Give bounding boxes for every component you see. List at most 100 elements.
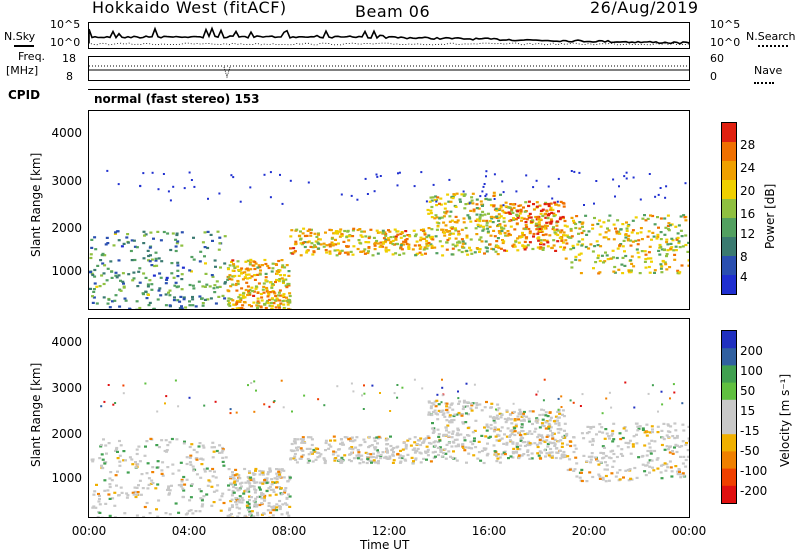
velocity-echo [431, 431, 435, 434]
velocity-echo [248, 471, 251, 474]
velocity-echo [182, 442, 186, 445]
velocity-echo [233, 483, 237, 486]
power-echo [338, 230, 342, 233]
power-echo [209, 297, 213, 300]
velocity-echo [622, 427, 626, 430]
power-echo [266, 301, 270, 305]
velocity-echo [273, 481, 277, 484]
velocity-echo [587, 431, 591, 434]
power-echo [313, 232, 317, 235]
velocity-echo [669, 425, 673, 428]
power-echo [198, 295, 202, 298]
velocity-echo [611, 449, 615, 452]
power-echo [680, 235, 684, 238]
power-echo [379, 241, 383, 244]
noise-panel [88, 22, 690, 49]
power-echo [180, 278, 184, 281]
power-echo [407, 245, 411, 249]
velocity-scatter [393, 392, 396, 395]
velocity-echo [616, 471, 619, 474]
power-echo [644, 219, 648, 222]
velocity-echo [609, 450, 613, 453]
velocity-echo [155, 508, 158, 511]
power-echo [508, 219, 512, 223]
velocity-echo [275, 480, 279, 483]
power-echo [549, 218, 553, 221]
power-echo [615, 230, 619, 233]
power-scatter [190, 179, 193, 181]
noise-right-tick-bottom: 10^0 [710, 36, 741, 49]
power-echo [191, 295, 194, 299]
velocity-echo [385, 443, 389, 446]
velocity-echo [614, 475, 618, 478]
velocity-echo [445, 443, 449, 446]
power-echo [666, 227, 670, 231]
power-echo [157, 257, 161, 260]
velocity-echo [493, 421, 497, 424]
freq-label-2: [MHz] [6, 64, 39, 77]
power-echo [650, 238, 653, 241]
velocity-echo [188, 445, 192, 449]
velocity-echo [416, 447, 420, 450]
power-echo [435, 252, 439, 255]
power-echo [148, 279, 152, 282]
power-echo [165, 276, 169, 279]
velocity-echo [536, 452, 540, 455]
power-echo [334, 230, 338, 233]
power-echo [277, 291, 281, 294]
power-echo [176, 261, 180, 264]
velocity-echo [230, 512, 233, 516]
power-echo [445, 241, 449, 244]
power-echo [310, 228, 313, 231]
power-echo [512, 218, 516, 221]
power-echo [281, 300, 285, 303]
velocity-echo [551, 432, 555, 435]
power-echo [563, 246, 567, 249]
velocity-echo [631, 445, 635, 448]
velocity-echo [688, 437, 689, 440]
power-echo [546, 241, 550, 244]
power-echo [512, 243, 516, 246]
power-scatter [425, 200, 428, 203]
velocity-echo [275, 486, 279, 489]
power-scatter [375, 173, 378, 176]
velocity-echo [526, 449, 530, 452]
velocity-echo [668, 451, 672, 454]
velocity-echo [289, 458, 292, 461]
velocity-echo [681, 472, 685, 475]
velocity-echo [519, 439, 523, 442]
power-echo [176, 269, 180, 272]
velocity-echo [319, 453, 323, 456]
velocity-echo [191, 512, 195, 515]
power-echo [346, 253, 350, 256]
power-echo [91, 301, 95, 304]
velocity-echo [536, 445, 540, 449]
velocity-echo [669, 445, 672, 448]
power-echo [148, 260, 152, 263]
velocity-echo [456, 432, 460, 435]
velocity-echo [626, 468, 630, 472]
velocity-echo [626, 446, 630, 449]
velocity-echo [602, 452, 605, 455]
velocity-scatter [413, 378, 416, 381]
power-echo [558, 218, 562, 221]
velocity-echo [528, 410, 532, 413]
velocity-echo [611, 429, 615, 433]
power-echo [443, 207, 447, 210]
velocity-echo [466, 405, 470, 408]
velocity-echo [455, 413, 459, 416]
power-echo [639, 227, 643, 230]
power-echo [501, 209, 505, 212]
velocity-echo [505, 443, 509, 446]
velocity-echo [599, 477, 602, 480]
power-echo [578, 227, 582, 230]
velocity-echo [339, 442, 342, 445]
power-echo [351, 253, 355, 256]
power-echo [199, 250, 203, 253]
colorbar-segment [722, 180, 736, 200]
power-echo [500, 226, 503, 229]
power-echo [404, 230, 408, 233]
velocity-echo [450, 445, 454, 448]
power-echo [418, 244, 422, 247]
power-echo [132, 239, 136, 242]
